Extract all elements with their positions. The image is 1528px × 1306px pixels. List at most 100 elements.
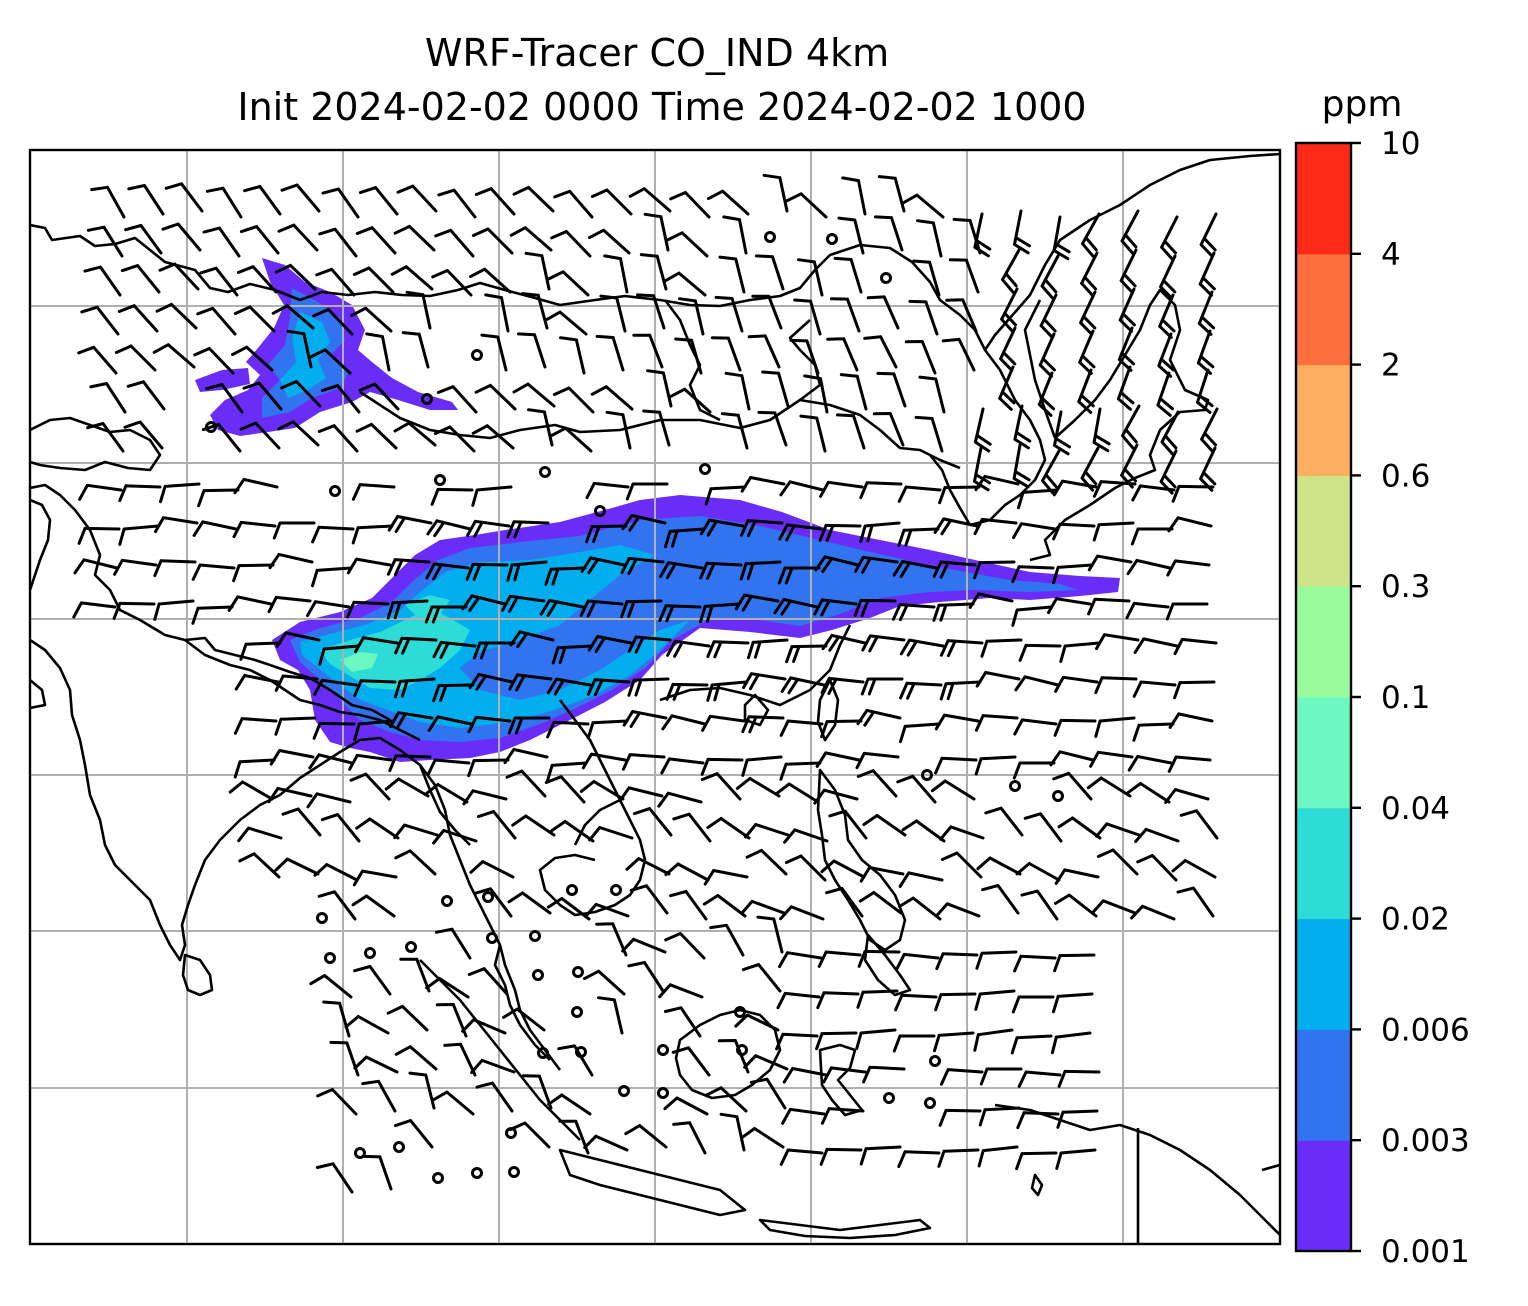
wind-barb (351, 483, 396, 501)
wind-barb (467, 758, 510, 778)
wind-barb (583, 969, 626, 996)
wind-barb (740, 899, 786, 915)
wind-barb (152, 343, 196, 369)
wind-barb (939, 639, 984, 658)
wind-barb (393, 823, 439, 840)
wind-barb (432, 640, 477, 659)
wind-barb (1134, 827, 1180, 843)
wind-barb (705, 1086, 748, 1113)
wind-barb (243, 185, 282, 216)
wind-barb (975, 671, 1021, 688)
calm-circle (618, 1085, 630, 1097)
colorbar-ticks: 0.001 0.003 0.006 0.02 0.04 0.1 0.3 0.6 2 4 10 (1351, 126, 1470, 1270)
wind-barb (127, 184, 165, 216)
wind-barb (83, 265, 122, 297)
calm-circle (508, 1166, 520, 1178)
wind-barb (469, 267, 512, 294)
wind-barb (431, 1090, 475, 1116)
wind-barb (1013, 404, 1032, 450)
wind-barb (355, 817, 400, 840)
wind-barb (1056, 1109, 1099, 1129)
wind-barb (154, 516, 199, 534)
wind-barb (666, 231, 709, 258)
calm-circle (610, 884, 622, 896)
wind-barb (937, 1148, 980, 1168)
wind-barb (899, 681, 943, 700)
colorbar-tick-label: 0.003 (1381, 1123, 1470, 1159)
calm-circle (594, 505, 606, 517)
wind-barb (818, 523, 862, 542)
calm-circle (571, 1006, 583, 1018)
wind-barb (354, 636, 399, 654)
wind-barb (1131, 484, 1176, 502)
wind-barb (86, 225, 124, 258)
wind-barb (361, 1079, 397, 1113)
wind-barb (520, 292, 549, 330)
colorbar-segment (1296, 807, 1351, 920)
wind-barb (724, 371, 751, 411)
colorbar-unit: ppm (1322, 84, 1403, 125)
wind-barb (747, 638, 789, 660)
wind-barb (756, 915, 784, 954)
wind-barb (309, 348, 352, 375)
colorbar-segment (1296, 1029, 1351, 1141)
wind-barb (484, 293, 510, 333)
wind-barb (841, 176, 867, 216)
wind-barb (934, 992, 977, 1012)
wind-barb (1059, 641, 1101, 663)
wind-barb (544, 566, 587, 586)
calm-circle (471, 349, 483, 361)
wind-barb (940, 851, 983, 879)
wind-barb (1052, 771, 1093, 801)
wind-barb (351, 894, 396, 918)
wind-barb (192, 520, 238, 537)
wind-barb (914, 415, 944, 453)
wind-barb (784, 854, 827, 882)
calm-circle (575, 1046, 587, 1058)
wind-barb (546, 720, 590, 739)
wind-barb (399, 957, 431, 993)
wind-barb (820, 859, 866, 879)
wind-barb (590, 385, 634, 411)
wind-barb (828, 809, 868, 840)
wind-barb (636, 293, 666, 330)
wind-barb (853, 598, 897, 617)
wind-barb (897, 1150, 941, 1169)
wind-barb (462, 789, 508, 806)
calm-circle (537, 1047, 549, 1059)
wind-barb (236, 265, 278, 294)
wind-barb (839, 373, 868, 411)
wind-barb (317, 890, 357, 921)
calm-circle (486, 932, 498, 944)
wind-barb (973, 407, 992, 453)
wind-barb (269, 749, 315, 766)
wind-barb (583, 1134, 629, 1152)
wind-barb (1017, 488, 1059, 510)
wind-barb (228, 780, 274, 801)
wind-barb (836, 413, 866, 450)
wind-barb (973, 517, 1018, 536)
wind-barb (877, 175, 906, 213)
wind-barb (859, 481, 903, 500)
wind-barb (866, 295, 900, 330)
wind-barb (899, 638, 945, 657)
wind-barb (932, 602, 975, 622)
wind-barb (473, 887, 513, 918)
wind-barb (1049, 750, 1095, 767)
wind-barb (321, 187, 360, 219)
wind-barb (665, 682, 709, 701)
wind-barb (622, 710, 668, 728)
plume-north-low-left (195, 368, 250, 392)
wind-barb (740, 476, 786, 493)
wind-barb (948, 258, 980, 294)
wind-barb (709, 923, 745, 957)
wind-barb (191, 563, 236, 581)
wind-barb (658, 604, 702, 623)
wind-barb (517, 332, 547, 369)
plume-main-light (340, 652, 378, 672)
wind-barb (1012, 761, 1056, 780)
wind-barb (1173, 637, 1218, 656)
wind-barb (322, 1000, 351, 1038)
wind-barb (585, 481, 630, 500)
